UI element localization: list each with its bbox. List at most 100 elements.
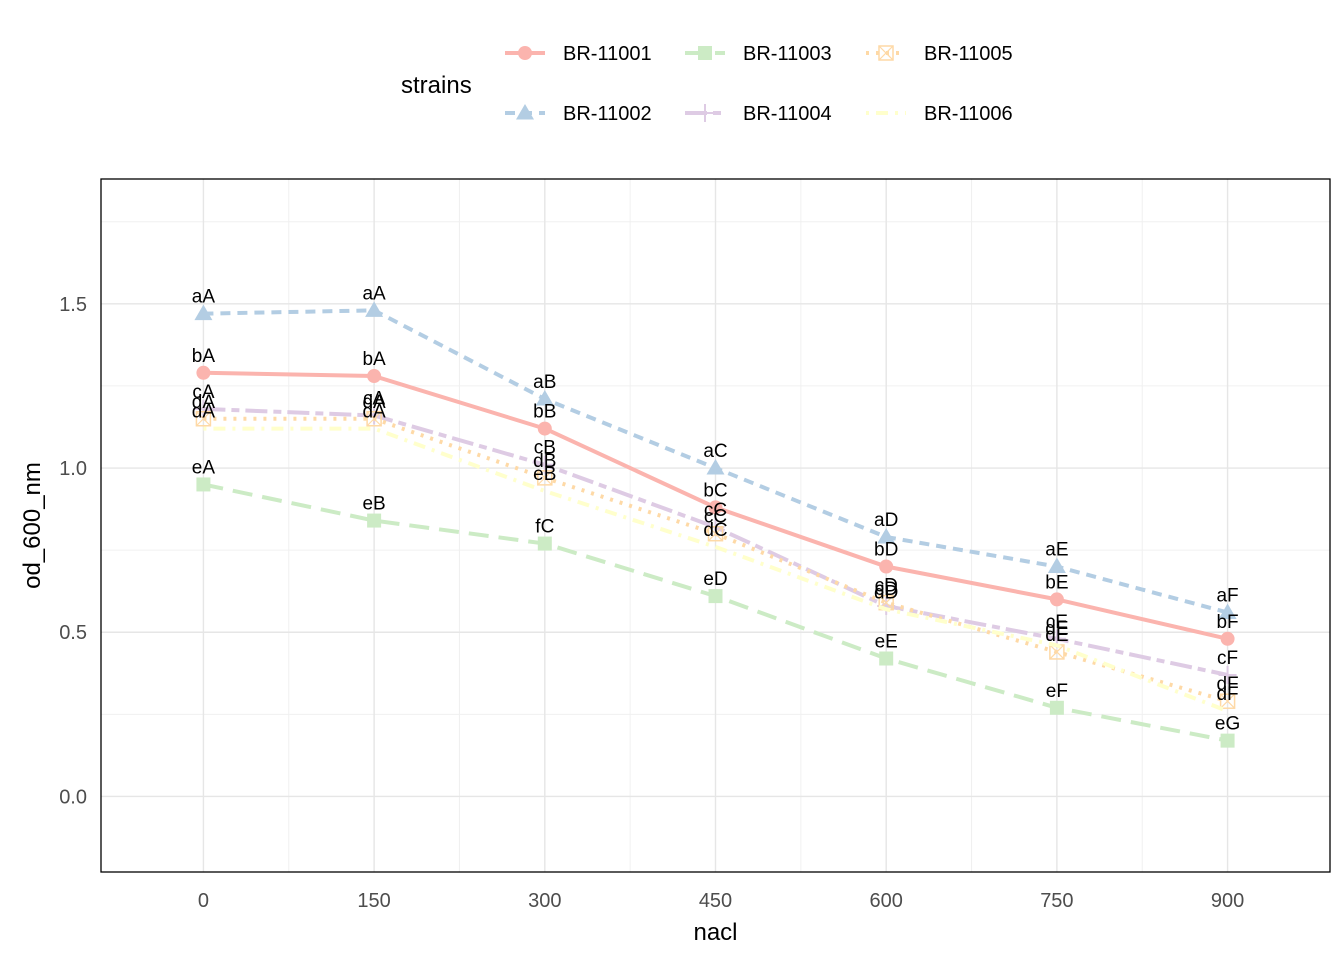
point-label: aA (362, 283, 386, 304)
point-marker (1220, 733, 1235, 748)
legend-label: BR-11005 (924, 43, 1013, 65)
point-label: eG (1215, 714, 1240, 735)
x-tick-label: 900 (1211, 890, 1244, 912)
series-BR-11002 (194, 301, 1237, 620)
legend-label: BR-11001 (563, 43, 652, 65)
point-label: eB (533, 464, 556, 485)
point-marker (698, 46, 712, 60)
point-marker (696, 104, 714, 122)
legend-item-BR-11004: BR-11004 (685, 103, 832, 125)
legend-item-BR-11002: BR-11002 (505, 103, 652, 125)
point-marker (196, 477, 211, 492)
point-marker (366, 411, 382, 427)
legend-item-BR-11003: BR-11003 (685, 43, 832, 65)
point-marker (877, 527, 896, 544)
point-label: aF (1216, 586, 1238, 607)
legend-item-BR-11005: BR-11005 (866, 43, 1013, 65)
point-label: cA (363, 388, 386, 409)
y-axis-title: od_600_nm (19, 462, 46, 589)
y-tick-label: 1.0 (59, 458, 87, 480)
point-label: dF (1216, 684, 1238, 705)
x-tick-label: 150 (357, 890, 390, 912)
x-tick-label: 0 (198, 890, 209, 912)
point-marker (535, 390, 554, 406)
plot-panel-border (100, 178, 1331, 873)
point-marker (537, 421, 552, 436)
point-label: bC (703, 480, 727, 501)
legend-label: BR-11006 (924, 103, 1013, 125)
point-marker (1047, 557, 1066, 574)
point-label: aA (192, 287, 216, 308)
point-marker (194, 399, 213, 418)
point-label: cF (1217, 648, 1238, 669)
point-label: eF (1046, 681, 1068, 702)
legend-item-BR-11006: BR-11006 (866, 103, 1013, 125)
point-marker (1219, 693, 1236, 709)
legend-title: strains (401, 72, 472, 99)
grid-layer (101, 179, 1330, 872)
series-line (203, 426, 1229, 713)
x-axis-title: nacl (693, 919, 737, 946)
point-label: eE (875, 632, 898, 653)
point-label: dD (874, 582, 898, 603)
point-label: dA (362, 392, 386, 413)
y-tick-label: 0.0 (59, 786, 87, 808)
series-BR-11005 (195, 411, 1236, 709)
point-marker (365, 301, 384, 317)
point-marker (537, 536, 552, 551)
series-BR-11003 (196, 477, 1235, 748)
x-tick-label: 600 (870, 890, 903, 912)
point-marker (708, 589, 723, 604)
point-label: cD (875, 576, 898, 597)
point-label: dA (192, 402, 216, 423)
point-marker (195, 411, 212, 427)
x-tick-label: 450 (699, 890, 732, 912)
point-marker (196, 365, 211, 380)
point-label: cB (534, 438, 556, 459)
point-label: dA (192, 392, 216, 413)
point-label: bA (192, 346, 216, 367)
point-label: cE (1046, 612, 1068, 633)
point-label: cD (875, 579, 898, 600)
point-label: eA (192, 457, 216, 478)
x-tick-label: 750 (1040, 890, 1073, 912)
point-marker (706, 459, 725, 475)
point-marker (708, 500, 723, 515)
point-label: bD (874, 540, 898, 561)
legend-label: BR-11003 (743, 43, 832, 65)
point-marker (194, 304, 213, 321)
legend-label: BR-11004 (743, 103, 832, 125)
point-marker (1049, 700, 1064, 715)
legend-item-BR-11001: BR-11001 (505, 43, 652, 65)
point-marker (879, 559, 894, 574)
series-layer (194, 301, 1237, 748)
point-marker (367, 369, 382, 384)
point-label: eD (703, 569, 727, 590)
point-label: cA (192, 382, 215, 403)
point-label: dC (703, 520, 727, 541)
point-label-layer: bA bA bB bC bD bE bF aA aA aB aC aD aE aF eA eB fC eD eE eF… (192, 283, 1240, 734)
point-label: dA (362, 402, 386, 423)
point-label: fC (535, 517, 554, 538)
point-marker (516, 104, 534, 120)
point-label: eB (362, 494, 385, 515)
x-tick-label: 300 (528, 890, 561, 912)
point-label: bA (362, 349, 386, 370)
point-label: bF (1216, 612, 1238, 633)
series-BR-11001 (196, 365, 1235, 646)
point-marker (1218, 603, 1237, 620)
series-BR-11006 (203, 426, 1229, 713)
point-label: bB (533, 402, 556, 423)
point-label: aB (533, 372, 556, 393)
y-tick-label: 0.5 (59, 622, 87, 644)
legend-label: BR-11002 (563, 103, 652, 125)
point-marker (365, 406, 384, 425)
point-label: dB (533, 451, 556, 472)
point-label: dF (1216, 674, 1238, 695)
axis-layer: 0.0 0.5 1.0 1.5 0 150 300 450 600 750 900 nacl od_60… (19, 294, 1244, 946)
point-marker (879, 651, 894, 666)
point-marker (367, 513, 382, 528)
